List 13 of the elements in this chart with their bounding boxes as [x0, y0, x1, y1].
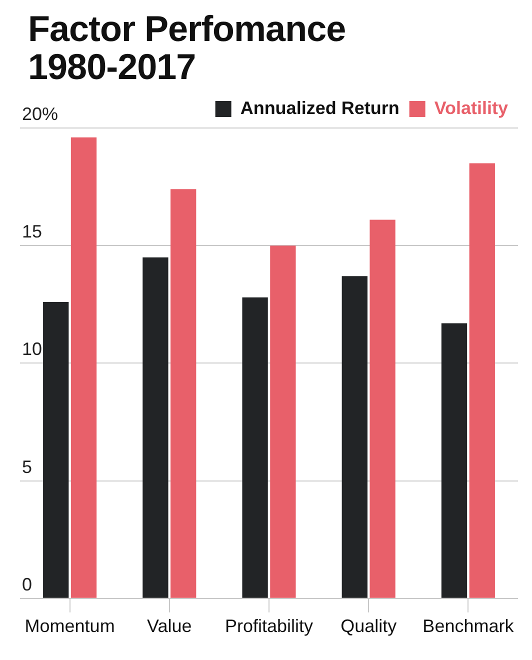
chart-title: Factor Perfomance 1980-2017 [28, 8, 347, 87]
x-tick-label: Benchmark [422, 616, 515, 636]
x-tick-label: Quality [340, 616, 397, 636]
legend-label: Annualized Return [240, 98, 400, 118]
legend-label: Volatility [434, 98, 508, 118]
x-tick-label: Profitability [224, 616, 314, 636]
x-tick-label: Value [147, 616, 192, 636]
y-tick-label: 20% [22, 104, 58, 124]
y-tick-label: 0 [22, 574, 32, 594]
y-tick-label: 15 [22, 222, 42, 242]
y-tick-label: 10 [22, 339, 42, 360]
y-tick-label: 5 [22, 456, 32, 477]
x-tick-label: Momentum [24, 616, 115, 636]
